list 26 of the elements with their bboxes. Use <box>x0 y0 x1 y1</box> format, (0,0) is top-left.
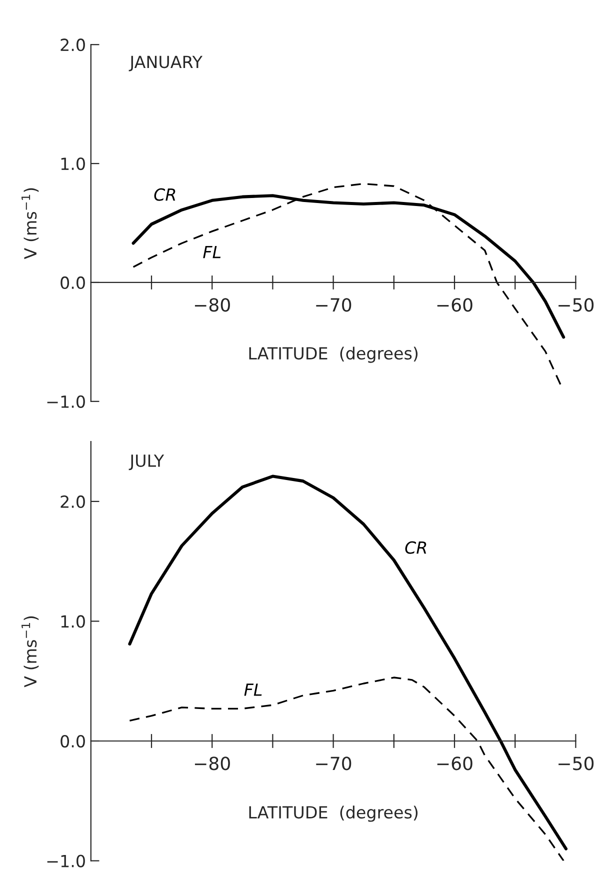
series-label: FL <box>203 246 221 258</box>
text: JANUARY <box>128 56 203 72</box>
series-label: CR <box>154 188 176 201</box>
x-tick-label: −50 <box>558 756 594 770</box>
x-tick-label: −50 <box>558 298 594 312</box>
y-axis-title: V (ms$^{−1}$) <box>22 616 39 688</box>
y-axis-title: V (ms$^{−1}$) <box>22 188 39 260</box>
y-tick-label: 0.0 <box>60 276 85 290</box>
y-tick-label: 1.0 <box>61 157 85 170</box>
y-tick-label: 0.0 <box>60 734 85 748</box>
y-tick-label: −1.0 <box>47 854 85 868</box>
series-label: CR <box>405 541 426 554</box>
y-tick-label: −1.0 <box>47 395 85 408</box>
x-tick-label: −80 <box>194 298 230 312</box>
x-tick-label: −70 <box>316 298 352 312</box>
text: JULY <box>128 454 164 470</box>
y-tick-label: 1.0 <box>61 615 85 628</box>
x-axis-title: LATITUDE (degrees) <box>249 346 418 363</box>
x-tick-label: −80 <box>194 756 230 770</box>
x-axis-title: LATITUDE (degrees) <box>249 806 418 822</box>
y-tick-label: 2.0 <box>60 495 85 508</box>
series-label: FL <box>244 684 262 696</box>
x-tick-label: −70 <box>316 756 352 770</box>
x-tick-label: −60 <box>437 298 472 312</box>
y-tick-label: 2.0 <box>60 38 85 52</box>
x-tick-label: −60 <box>437 756 472 770</box>
